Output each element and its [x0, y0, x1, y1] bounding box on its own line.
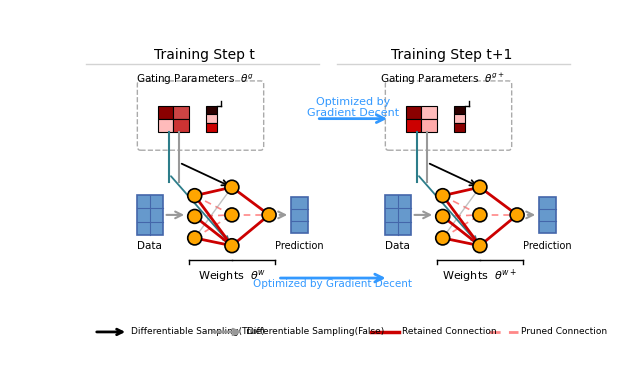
Circle shape — [436, 209, 450, 223]
Text: Gating Parameters  $\theta^g$: Gating Parameters $\theta^g$ — [136, 72, 253, 87]
Circle shape — [473, 239, 487, 252]
Text: Training Step t+1: Training Step t+1 — [391, 48, 513, 62]
Circle shape — [262, 208, 276, 222]
Bar — [136, 195, 163, 235]
Text: Retained Connection: Retained Connection — [403, 327, 497, 336]
Circle shape — [188, 189, 202, 203]
Circle shape — [473, 180, 487, 194]
Circle shape — [436, 231, 450, 245]
Circle shape — [225, 239, 239, 252]
Bar — [421, 119, 436, 132]
Text: Data: Data — [385, 241, 410, 251]
Text: Training Step t: Training Step t — [154, 48, 255, 62]
Text: Optimized by Gradient Decent: Optimized by Gradient Decent — [253, 279, 412, 289]
Bar — [206, 114, 217, 123]
Circle shape — [188, 209, 202, 223]
Circle shape — [510, 208, 524, 222]
Text: Data: Data — [138, 241, 162, 251]
Bar — [291, 197, 308, 232]
Bar — [454, 105, 465, 114]
Circle shape — [225, 180, 239, 194]
Text: Weights  $\theta^w$: Weights $\theta^w$ — [198, 269, 266, 285]
Bar — [173, 105, 189, 119]
Text: Prediction: Prediction — [523, 241, 572, 251]
Bar — [406, 119, 421, 132]
Text: Weights  $\theta^{w+}$: Weights $\theta^{w+}$ — [442, 268, 518, 285]
Bar — [157, 105, 173, 119]
Bar — [454, 123, 465, 132]
Circle shape — [188, 231, 202, 245]
Text: Prediction: Prediction — [275, 241, 324, 251]
Text: Differentiable Sampling(True): Differentiable Sampling(True) — [131, 327, 265, 336]
Circle shape — [225, 208, 239, 222]
Bar — [157, 119, 173, 132]
Bar — [406, 105, 421, 119]
Bar — [206, 123, 217, 132]
Bar — [421, 105, 436, 119]
Bar — [539, 197, 556, 232]
Bar — [454, 114, 465, 123]
Circle shape — [436, 189, 450, 203]
Text: Gradient Decent: Gradient Decent — [307, 108, 399, 118]
Text: Gating Parameters  $\theta^{g+}$: Gating Parameters $\theta^{g+}$ — [380, 72, 505, 87]
Text: Differentiable Sampling(False): Differentiable Sampling(False) — [248, 327, 385, 336]
Bar — [206, 105, 217, 114]
Bar — [173, 119, 189, 132]
Bar — [385, 195, 411, 235]
Text: Optimized by: Optimized by — [316, 98, 390, 107]
Circle shape — [473, 208, 487, 222]
Text: Pruned Connection: Pruned Connection — [521, 327, 607, 336]
